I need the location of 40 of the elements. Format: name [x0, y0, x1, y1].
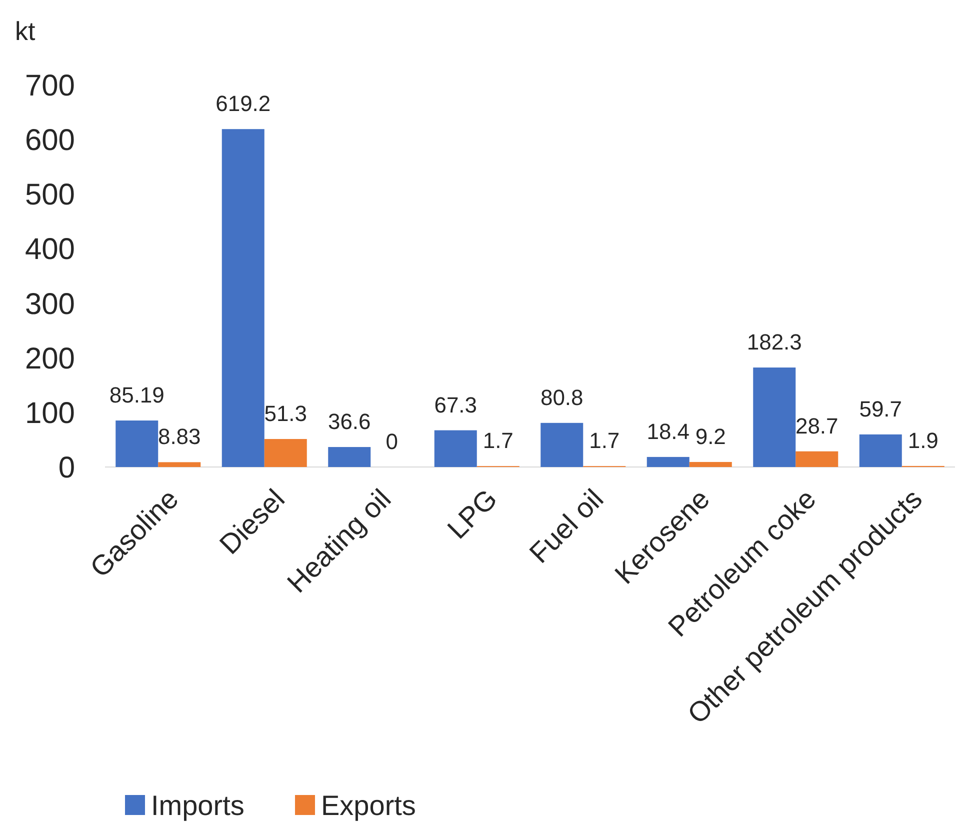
bar [753, 368, 796, 467]
bar [859, 434, 902, 467]
data-label: 619.2 [216, 91, 271, 116]
data-label: 28.7 [795, 413, 838, 438]
y-tick-label: 500 [24, 178, 75, 212]
bar [222, 129, 264, 467]
bar [328, 447, 371, 467]
y-tick-label: 700 [24, 70, 75, 102]
data-label: 85.19 [109, 382, 164, 408]
data-label: 1.7 [482, 428, 514, 454]
y-tick-label: 0 [58, 452, 75, 484]
bar [264, 439, 307, 467]
y-tick-label: 400 [24, 233, 75, 266]
y-tick-label: 100 [24, 396, 75, 430]
bar [646, 456, 690, 467]
y-tick-label: 600 [24, 124, 75, 158]
data-label: 36.6 [328, 409, 371, 434]
data-label: 1.9 [908, 428, 938, 453]
legend-label: Imports [151, 790, 244, 821]
bar [158, 462, 201, 467]
data-label: 1.7 [589, 428, 620, 454]
bar [540, 422, 584, 467]
bar [689, 462, 732, 467]
y-tick-label: 200 [24, 342, 75, 376]
x-tick-label: LPG [441, 483, 503, 545]
data-label: 182.3 [746, 330, 802, 355]
data-label: 67.3 [434, 392, 478, 418]
data-label: 9.2 [695, 424, 726, 449]
y-axis-title: kt [15, 16, 36, 46]
data-label: 80.8 [540, 384, 584, 410]
data-label: 0 [386, 429, 398, 454]
data-label: 8.83 [158, 424, 201, 450]
data-label: 59.7 [859, 396, 902, 422]
bar [796, 451, 838, 467]
data-label: 51.3 [264, 401, 308, 426]
legend-label: Exports [321, 790, 416, 821]
y-tick-label: 300 [24, 288, 75, 321]
bar [434, 430, 477, 467]
bar [116, 420, 158, 467]
data-label: 18.4 [646, 418, 690, 444]
